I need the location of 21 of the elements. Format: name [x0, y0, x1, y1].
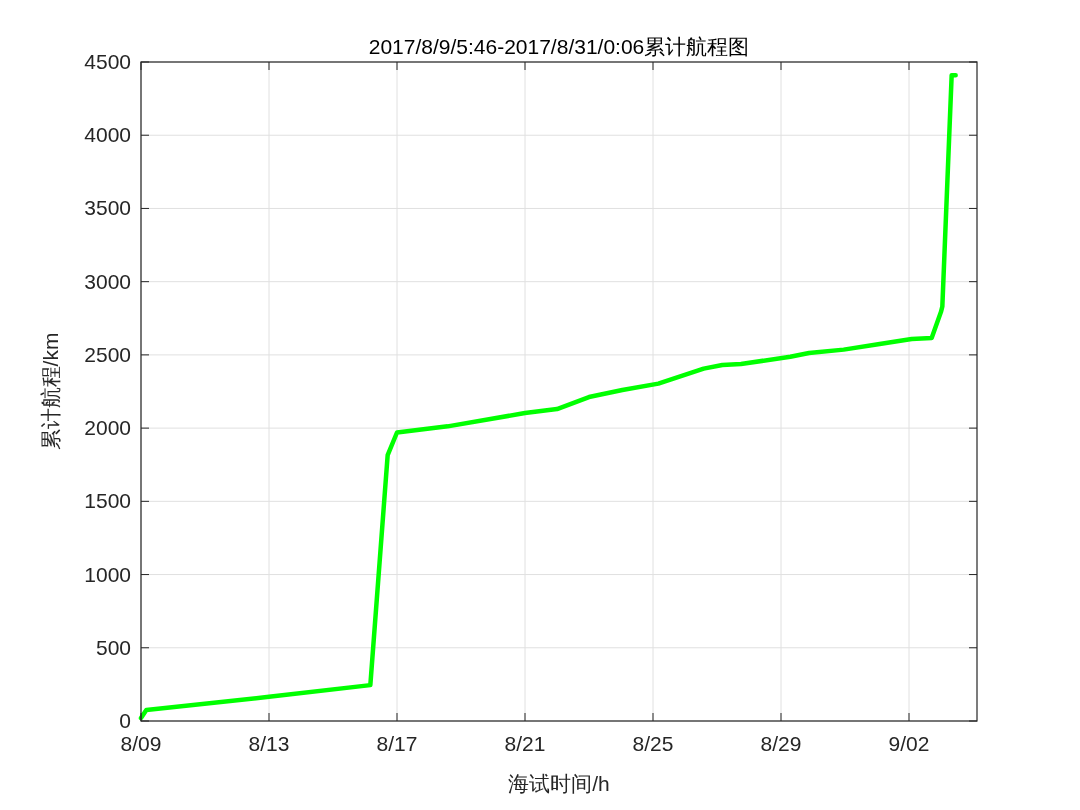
x-axis-title: 海试时间/h — [508, 772, 610, 795]
y-tick-label: 2000 — [84, 416, 131, 440]
y-tick-label: 3500 — [84, 196, 131, 220]
x-tick-label: 8/17 — [376, 732, 418, 755]
line-series — [138, 72, 958, 721]
x-tick-label: 8/25 — [632, 732, 674, 755]
x-tick-label: 9/02 — [888, 732, 930, 755]
x-tick-label: 8/29 — [760, 732, 802, 755]
y-tick-label: 500 — [95, 635, 131, 659]
y-tick-label: 3000 — [84, 269, 131, 293]
x-tick-label: 8/09 — [120, 732, 162, 755]
x-tick-label: 8/21 — [504, 732, 546, 755]
y-tick-label: 1500 — [84, 489, 131, 513]
y-tick-label: 2500 — [84, 342, 131, 366]
y-tick-label: 4500 — [84, 50, 131, 73]
y-tick-label: 0 — [119, 709, 131, 732]
y-axis-title: 累计航程/km — [39, 332, 62, 451]
chart-title: 2017/8/9/5:46-2017/8/31/0:06累计航程图 — [368, 35, 750, 58]
y-tick-label: 4000 — [84, 123, 131, 147]
y-tick-label: 1000 — [84, 562, 131, 586]
x-tick-label: 8/13 — [248, 732, 290, 755]
